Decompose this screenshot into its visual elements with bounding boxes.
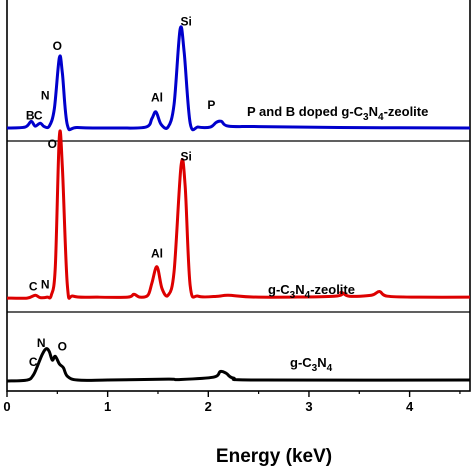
subscript: 4 [305, 290, 311, 301]
peak-label: Al [151, 90, 163, 104]
subscript: 4 [378, 112, 384, 123]
series-line-1 [6, 25, 471, 132]
peak-label: O [58, 340, 67, 354]
series-label-2: g-C3N4-zeolite [268, 282, 355, 301]
x-tick-label: 0 [3, 399, 10, 414]
subscript: 3 [290, 290, 296, 301]
subscript: 3 [312, 363, 318, 374]
label-text: N [317, 355, 326, 370]
label-text: N [369, 104, 378, 119]
peak-label: Si [180, 14, 191, 28]
label-text: -zeolite [384, 104, 429, 119]
peak-label: B [26, 108, 35, 122]
label-text: g-C [268, 282, 290, 297]
peak-label: C [34, 108, 43, 122]
plot-frame [6, 0, 471, 392]
peak-label: C [29, 355, 38, 369]
series-line-2 [6, 129, 471, 300]
x-tick-label: 4 [406, 399, 414, 414]
peak-label: P [207, 98, 215, 112]
peak-label: O [48, 137, 57, 151]
subscript: 4 [327, 363, 333, 374]
x-axis-ticks: 0 1 2 3 4 [3, 391, 461, 414]
peak-label: Si [180, 149, 191, 163]
label-text: P and B doped g-C [247, 104, 364, 119]
peak-label: N [41, 278, 50, 292]
x-tick-label: 3 [305, 399, 312, 414]
peak-label: N [37, 336, 46, 350]
subscript: 3 [363, 112, 369, 123]
peak-label: O [53, 39, 62, 53]
series-line-3 [6, 347, 471, 383]
peak-label: C [29, 280, 38, 294]
label-text: g-C [290, 355, 312, 370]
series-label-1: P and B doped g-C3N4-zeolite [247, 104, 428, 123]
label-text: -zeolite [310, 282, 355, 297]
peak-label: N [41, 89, 50, 103]
x-tick-label: 2 [205, 399, 212, 414]
x-tick-label: 1 [104, 399, 111, 414]
peak-label: Al [151, 246, 163, 260]
series-label-3: g-C3N4 [290, 355, 333, 374]
x-axis-title: Energy (keV) [216, 446, 332, 467]
label-text: N [295, 282, 304, 297]
series-layer [6, 25, 471, 383]
